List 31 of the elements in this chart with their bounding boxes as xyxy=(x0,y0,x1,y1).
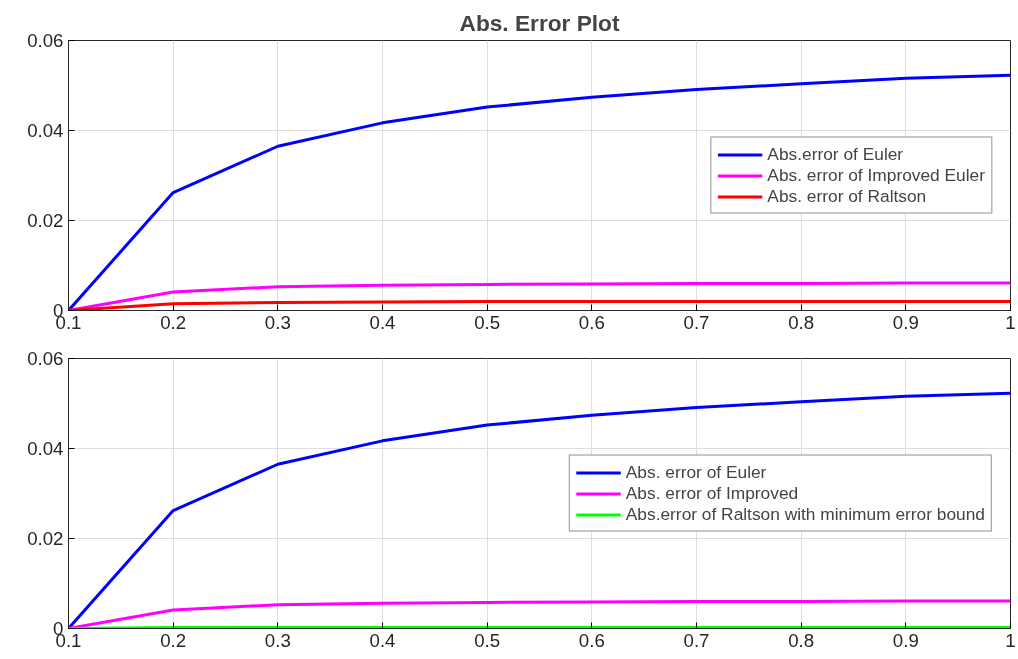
x-tick-label: 0.2 xyxy=(160,311,187,333)
x-tick-label: 0.7 xyxy=(683,629,710,651)
legend-label: Abs. error of Euler xyxy=(625,461,767,483)
x-tick-label: 0.4 xyxy=(369,629,396,651)
x-tick-label: 1 xyxy=(1005,311,1016,333)
x-tick-label: 0.9 xyxy=(892,629,919,651)
legend-label: Abs.error of Euler xyxy=(767,143,904,165)
x-tick-label: 0.8 xyxy=(788,311,815,333)
x-tick-label: 0.5 xyxy=(474,311,501,333)
x-tick-label: 0.3 xyxy=(264,311,291,333)
x-tick-label: 0.6 xyxy=(578,311,605,333)
chart-title: Abs. Error Plot xyxy=(459,9,620,36)
x-tick-label: 0.8 xyxy=(788,629,815,651)
legend-label: Abs. error of Raltson xyxy=(767,185,927,207)
legend-label: Abs. error of Improved Euler xyxy=(767,164,985,186)
y-tick-label: 0.06 xyxy=(27,348,64,369)
x-tick-label: 0.4 xyxy=(369,311,396,333)
y-tick-label: 0.04 xyxy=(27,438,64,459)
y-tick-label: 0.04 xyxy=(27,120,64,141)
y-tick-label: 0.06 xyxy=(27,30,64,51)
x-tick-label: 0.2 xyxy=(160,629,187,651)
x-tick-label: 0.9 xyxy=(892,311,919,333)
x-tick-label: 0.5 xyxy=(474,629,501,651)
y-tick-label: 0.02 xyxy=(27,210,64,231)
y-tick-label: 0.02 xyxy=(27,528,64,549)
x-tick-label: 1 xyxy=(1005,629,1016,651)
x-tick-label: 0.6 xyxy=(578,629,605,651)
legend-label: Abs. error of Improved xyxy=(625,482,799,504)
legend-label: Abs.error of Raltson with minimum error bound xyxy=(625,503,985,525)
x-tick-label: 0.7 xyxy=(683,311,710,333)
x-tick-label: 0.3 xyxy=(264,629,291,651)
